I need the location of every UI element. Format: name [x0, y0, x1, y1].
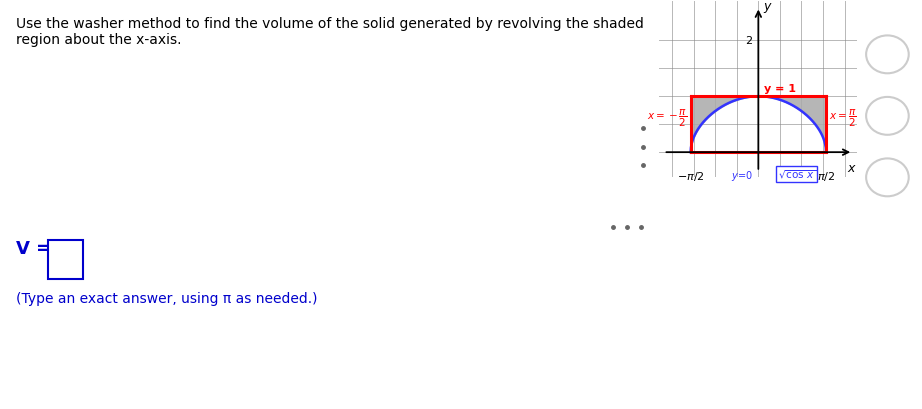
Text: Use the washer method to find the volume of the solid generated by revolving the: Use the washer method to find the volume… — [16, 17, 644, 47]
Text: 2: 2 — [745, 36, 751, 46]
Text: V =: V = — [16, 240, 51, 258]
Text: $\sqrt{\mathrm{cos}\ x}$: $\sqrt{\mathrm{cos}\ x}$ — [778, 169, 816, 181]
Text: $y\!=\!0$: $y\!=\!0$ — [731, 169, 753, 182]
Text: $-\pi/2$: $-\pi/2$ — [677, 170, 704, 182]
Text: $x = \dfrac{\pi}{2}$: $x = \dfrac{\pi}{2}$ — [830, 108, 857, 129]
Text: y: y — [763, 0, 771, 13]
Text: (Type an exact answer, using π as needed.): (Type an exact answer, using π as needed… — [16, 291, 317, 306]
Text: $x = -\dfrac{\pi}{2}$: $x = -\dfrac{\pi}{2}$ — [646, 108, 687, 129]
Text: $\pi/2$: $\pi/2$ — [817, 170, 835, 182]
Text: x: x — [847, 162, 855, 175]
FancyBboxPatch shape — [48, 241, 83, 280]
Text: y = 1: y = 1 — [763, 83, 796, 94]
